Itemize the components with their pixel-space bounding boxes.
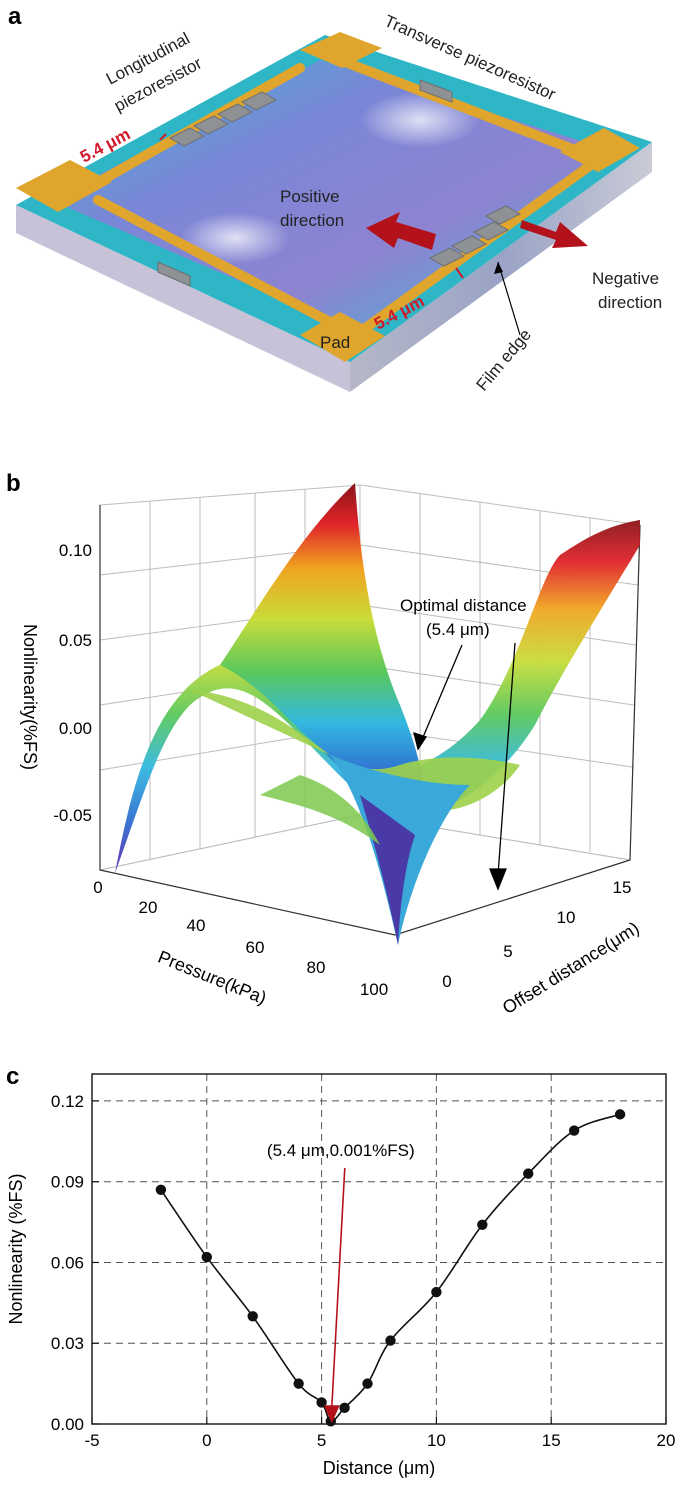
y-tick-label: 0.09 (51, 1173, 84, 1192)
surface-front-fold (260, 775, 380, 845)
x-tick-label: 15 (542, 1431, 561, 1450)
data-point (477, 1219, 488, 1230)
z-tick: 0.05 (59, 631, 92, 650)
film-edge-arrowhead (494, 262, 503, 274)
annotation-line2: (5.4 μm) (426, 620, 490, 639)
y-tick-label: 0.12 (51, 1092, 84, 1111)
data-point (385, 1335, 396, 1346)
positive-label-line1: Positive (280, 187, 340, 206)
plot-box-frame (99, 505, 641, 936)
x-tick-label: 5 (317, 1431, 326, 1450)
z-tick: 0.00 (59, 719, 92, 738)
piezoresistors (157, 79, 522, 287)
annotation-arrowhead (323, 1405, 340, 1424)
y-tick: 5 (503, 942, 512, 961)
y-tick: 10 (557, 908, 576, 927)
y-axis-label: Nonlinearity (%FS) (6, 1173, 26, 1324)
z-axis-label: Nonlinearity(%FS) (20, 624, 40, 770)
panel-a: a (0, 0, 685, 420)
pad-label: Pad (320, 333, 350, 352)
panel-b-surface-plot: b Optimal distance (6, 470, 643, 1018)
x-tick-label: 10 (427, 1431, 446, 1450)
positive-label-line2: direction (280, 211, 344, 230)
data-point (155, 1184, 167, 1195)
x-tick-label: -5 (84, 1431, 99, 1450)
annotation-line1: Optimal distance (400, 596, 527, 615)
panel-a-figure: a (8, 3, 662, 395)
x-tick: 100 (360, 980, 388, 999)
panel-b-label: b (6, 470, 21, 497)
x-tick: 0 (93, 878, 102, 897)
data-point (431, 1286, 442, 1298)
x-tick-label: 20 (657, 1431, 676, 1450)
film-edge-label: Film edge (473, 325, 536, 394)
y-tick-label: 0.00 (51, 1415, 84, 1434)
optimal-distance-arrows (413, 642, 516, 891)
x-tick: 20 (139, 898, 158, 917)
panel-c: c -5 0 5 10 15 20 0.00 0.03 0.06 0.09 0.12 (5.4 μm… (0, 1058, 685, 1488)
membrane-highlight (360, 92, 480, 148)
panel-b: b Optimal distance (0, 465, 685, 1055)
annotation-label: (5.4 μm,0.001%FS) (267, 1141, 415, 1160)
pad-right (560, 128, 640, 172)
y-tick-label: 0.03 (51, 1334, 84, 1353)
film-edge-leader (497, 261, 521, 336)
surface-valley-low (360, 795, 415, 945)
chart-grid (92, 1074, 666, 1424)
panel-c-label: c (6, 1063, 19, 1090)
pad-top (300, 32, 382, 68)
y-tick: 15 (613, 878, 632, 897)
y-tick-label: 0.06 (51, 1253, 84, 1272)
data-point (201, 1251, 212, 1263)
data-point (362, 1378, 373, 1389)
pad-bottom (300, 312, 385, 362)
y-tick: 0 (442, 972, 451, 991)
x-tick: 60 (246, 938, 265, 957)
z-tick: 0.10 (59, 541, 92, 560)
chip-side-right (350, 142, 652, 392)
data-point (523, 1168, 534, 1179)
data-points (155, 1109, 626, 1427)
axis-ticks: -5 0 5 10 15 20 0.00 0.03 0.06 0.09 0.12 (51, 1092, 676, 1450)
z-tick: -0.05 (53, 806, 92, 825)
x-tick-label: 0 (202, 1431, 211, 1450)
negative-label-line1: Negative (592, 269, 659, 288)
x-axis-label: Distance (μm) (323, 1458, 435, 1478)
dimension-mark-top (159, 133, 167, 141)
y-axis-label: Offset distance(μm) (499, 918, 643, 1018)
data-point (568, 1125, 580, 1136)
x-tick: 40 (187, 916, 206, 935)
plot-area-frame (91, 1073, 667, 1425)
data-point (247, 1311, 258, 1322)
x-tick: 80 (307, 958, 326, 977)
chip-side-front (16, 205, 350, 392)
data-point (293, 1378, 304, 1389)
data-point (339, 1402, 350, 1414)
negative-label-line2: direction (598, 293, 662, 312)
pad-left (16, 160, 112, 212)
annotation-arrow-line (330, 1167, 346, 1408)
negative-direction-arrow (520, 220, 588, 248)
panel-a-label: a (8, 3, 22, 30)
panel-c-line-chart: c -5 0 5 10 15 20 0.00 0.03 0.06 0.09 0.12 (5.4 μm… (6, 1063, 676, 1478)
surface-peak (220, 483, 424, 825)
data-point (316, 1397, 327, 1408)
positive-direction-arrow (366, 212, 436, 250)
data-point (614, 1109, 626, 1120)
surface-saddle (190, 690, 520, 811)
membrane-highlight (180, 212, 290, 264)
dimension-mark-bottom (455, 267, 464, 279)
